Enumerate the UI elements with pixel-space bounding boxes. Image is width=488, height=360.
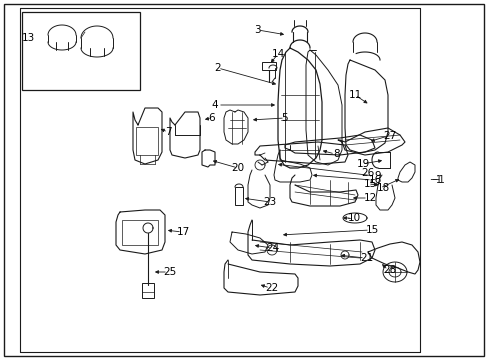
Text: 13: 13 xyxy=(21,33,35,43)
Text: 7: 7 xyxy=(164,127,171,137)
Text: 14: 14 xyxy=(271,49,284,59)
Text: 5: 5 xyxy=(281,113,288,123)
Text: 2: 2 xyxy=(214,63,221,73)
Text: 22: 22 xyxy=(265,283,278,293)
Text: 24: 24 xyxy=(266,243,279,253)
Text: 3: 3 xyxy=(253,25,260,35)
Bar xyxy=(136,127,158,155)
Text: 26: 26 xyxy=(361,168,374,178)
Text: 12: 12 xyxy=(363,193,376,203)
Text: 9: 9 xyxy=(374,171,381,181)
Text: ─1: ─1 xyxy=(431,175,444,185)
Text: 6: 6 xyxy=(208,113,215,123)
Text: 15: 15 xyxy=(365,225,378,235)
Text: 19: 19 xyxy=(356,159,369,169)
Text: 15: 15 xyxy=(363,179,376,189)
Bar xyxy=(235,187,243,205)
Text: 28: 28 xyxy=(383,265,396,275)
Bar xyxy=(22,12,140,90)
Text: ─1: ─1 xyxy=(429,175,441,185)
Text: 4: 4 xyxy=(211,100,218,110)
Bar xyxy=(262,62,275,70)
Bar xyxy=(142,283,154,298)
Text: 17: 17 xyxy=(176,227,189,237)
Text: 21: 21 xyxy=(360,253,373,263)
Text: 11: 11 xyxy=(347,90,361,100)
Text: 18: 18 xyxy=(376,183,389,193)
Text: 16: 16 xyxy=(367,175,381,185)
Text: 8: 8 xyxy=(333,149,340,159)
Bar xyxy=(122,220,158,245)
Text: 25: 25 xyxy=(163,267,176,277)
Text: 27: 27 xyxy=(383,131,396,141)
Text: 20: 20 xyxy=(231,163,244,173)
Text: 23: 23 xyxy=(263,197,276,207)
Text: 10: 10 xyxy=(347,213,360,223)
